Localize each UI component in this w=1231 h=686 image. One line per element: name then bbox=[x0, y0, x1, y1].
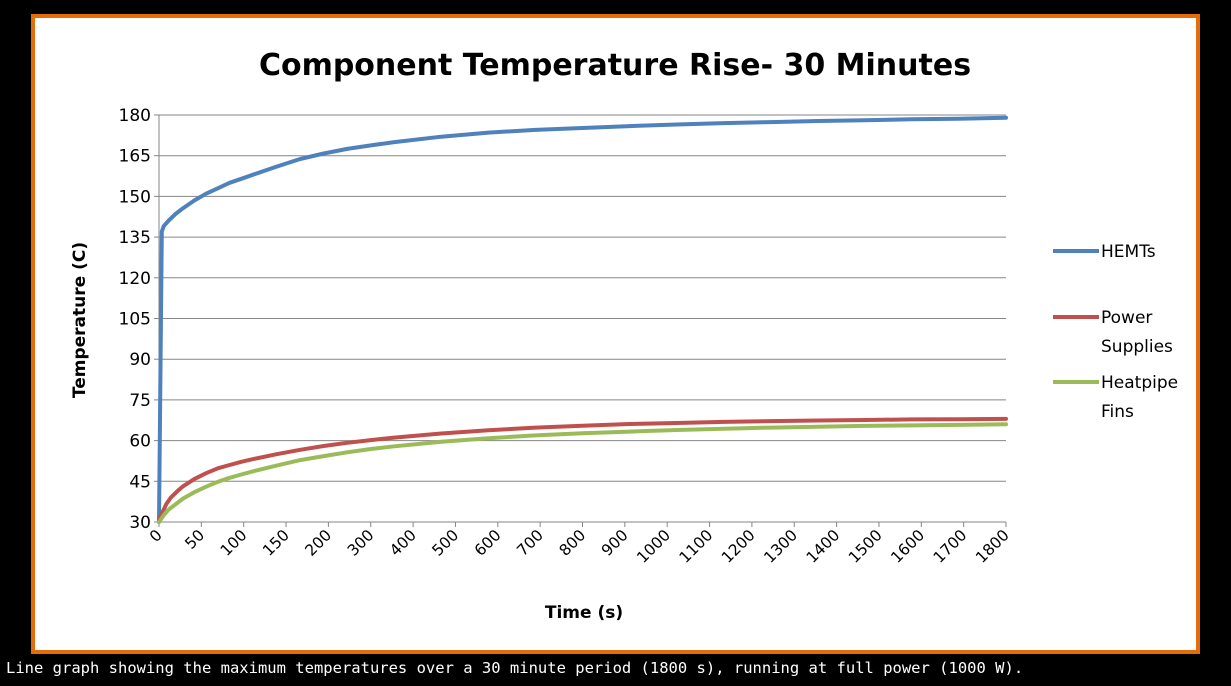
y-axis-title: Temperature (C) bbox=[70, 242, 90, 398]
series-lines bbox=[157, 115, 1008, 524]
x-tick-label: 0 bbox=[146, 526, 166, 546]
y-tick-label: 105 bbox=[119, 310, 151, 330]
x-tick-label: 1000 bbox=[633, 526, 674, 567]
x-tick-label: 300 bbox=[344, 526, 378, 560]
x-tick-labels: 0 50 100 150 200 300 400 500 600 700 800 900 1000 110… bbox=[146, 526, 1013, 567]
legend-label-1: Power Supplies bbox=[1101, 308, 1173, 357]
series-line-1 bbox=[157, 416, 1008, 522]
x-tick-label: 900 bbox=[598, 526, 632, 560]
line-chart: Component Temperature Rise- 30 Minutes 3… bbox=[70, 48, 1178, 623]
y-tick-label: 45 bbox=[129, 472, 151, 492]
series-line-0 bbox=[157, 115, 1008, 524]
legend: HEMTs Power Supplies Heatpipe Fins bbox=[1053, 242, 1178, 422]
x-tick-label: 1500 bbox=[845, 526, 886, 567]
y-tick-label: 150 bbox=[119, 187, 151, 207]
x-tick-label: 50 bbox=[181, 526, 208, 553]
y-tick-label: 180 bbox=[119, 106, 151, 126]
y-tick-labels: 30 45 60 75 90 105 120 135 150 165 180 bbox=[119, 106, 151, 533]
x-tick-label: 800 bbox=[556, 526, 590, 560]
gridlines bbox=[159, 114, 1006, 482]
y-tick-label: 30 bbox=[129, 513, 151, 533]
y-tick-label: 90 bbox=[129, 350, 151, 370]
x-tick-label: 200 bbox=[302, 526, 336, 560]
x-tick-label: 400 bbox=[386, 526, 420, 560]
x-tick-label: 1600 bbox=[888, 526, 929, 567]
legend-label-0: HEMTs bbox=[1101, 242, 1156, 262]
y-tick-label: 165 bbox=[119, 147, 151, 167]
x-tick-label: 500 bbox=[429, 526, 463, 560]
series-line-2 bbox=[157, 422, 1008, 524]
x-tick-label: 150 bbox=[259, 526, 293, 560]
legend-label-2: Heatpipe Fins bbox=[1101, 373, 1178, 422]
x-tick-label: 1300 bbox=[760, 526, 801, 567]
x-tick-label: 1100 bbox=[676, 526, 717, 567]
x-tick-label: 700 bbox=[513, 526, 547, 560]
x-tick-label: 600 bbox=[471, 526, 505, 560]
figure-caption: Line graph showing the maximum temperatu… bbox=[6, 659, 1024, 677]
chart-title: Component Temperature Rise- 30 Minutes bbox=[259, 48, 971, 83]
x-tick-label: 1400 bbox=[803, 526, 844, 567]
y-tick-label: 75 bbox=[129, 391, 151, 411]
x-tick-label: 1700 bbox=[930, 526, 971, 567]
chart-frame: Component Temperature Rise- 30 Minutes 3… bbox=[31, 14, 1200, 654]
y-tick-label: 120 bbox=[119, 269, 151, 289]
x-tick-label: 100 bbox=[217, 526, 251, 560]
chart-area: Component Temperature Rise- 30 Minutes 3… bbox=[35, 18, 1196, 650]
x-tick-label: 1800 bbox=[972, 526, 1013, 567]
y-tick-label: 60 bbox=[129, 432, 151, 452]
y-tick-label: 135 bbox=[119, 228, 151, 248]
x-tick-label: 1200 bbox=[718, 526, 759, 567]
x-axis-title: Time (s) bbox=[545, 603, 623, 623]
